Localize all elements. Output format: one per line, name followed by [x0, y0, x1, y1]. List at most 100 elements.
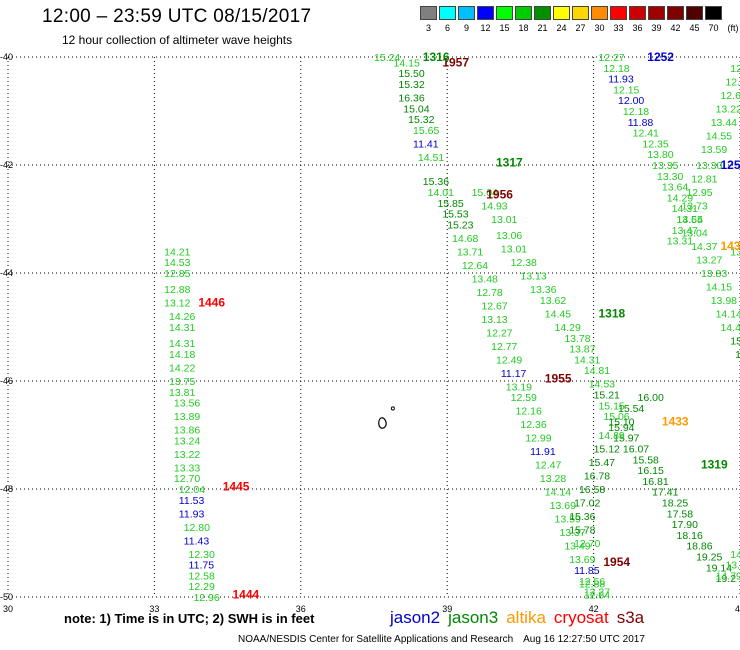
swh-value: 15.53	[442, 209, 468, 221]
scale-label: 15	[499, 23, 510, 33]
scale-swatch	[572, 6, 589, 20]
time-label: 1445	[223, 479, 250, 493]
swh-value: 13.65	[677, 214, 703, 226]
island-shape	[378, 417, 387, 429]
swh-value: 12.49	[496, 354, 522, 366]
scale-swatch	[458, 6, 475, 20]
swh-value: 19.14	[706, 562, 732, 574]
swh-value: 18.86	[686, 541, 712, 553]
swh-value: 15.85	[437, 198, 463, 210]
swh-value: 11.91	[530, 446, 556, 458]
scale-label: 70	[708, 23, 719, 33]
swh-value: 14.14	[545, 487, 571, 499]
swh-value: 13.56	[174, 398, 200, 410]
scale-swatch	[667, 6, 684, 20]
swh-value: 16.00	[638, 392, 664, 404]
time-label: 1957	[442, 55, 469, 69]
swh-value: 12.29	[189, 581, 215, 593]
time-label: 1956	[486, 188, 513, 202]
swh-value: 17.58	[667, 508, 693, 520]
scale-swatch	[420, 6, 437, 20]
swh-value: 12.59	[511, 392, 537, 404]
scale-label: 6	[444, 23, 450, 33]
swh-value: 15.06	[603, 411, 629, 423]
swh-value: 12.64	[462, 260, 488, 272]
swh-value: 16.78	[584, 471, 610, 483]
lon-tick-label: 33	[149, 604, 159, 614]
swh-value: 16.15	[638, 465, 664, 477]
scale-swatch	[553, 6, 570, 20]
satellite-legend: jason2 jason3 altika cryosat s3a	[390, 608, 652, 628]
legend-jason3: jason3	[448, 608, 499, 627]
swh-value: 12.71	[730, 63, 740, 75]
time-label: 1317	[496, 155, 523, 169]
time-labels: 1446 1445 1444 1957 1956 1955 1954 1316 1317 1318…	[198, 50, 740, 601]
scale-unit: (ft)	[727, 23, 739, 33]
swh-value: 15.21	[594, 390, 620, 402]
swh-value: 13.01	[501, 244, 527, 256]
swh-value: 14.29	[667, 192, 693, 204]
swh-value: 15.96	[730, 336, 740, 348]
scale-swatch	[439, 6, 456, 20]
swh-value: 14.21	[164, 246, 190, 258]
swh-value: 15.24	[374, 52, 400, 64]
scale-label: 45	[689, 23, 700, 33]
swh-value: 15.32	[398, 79, 424, 91]
swh-value: 12.62	[720, 90, 740, 102]
swh-value: 14.15	[394, 57, 420, 69]
swh-value: 14.31	[672, 203, 698, 215]
scale-label: 42	[670, 23, 681, 33]
swh-value: 15.36	[569, 511, 595, 523]
swh-value: 15.65	[413, 125, 439, 137]
swh-value: 13.22	[716, 103, 740, 115]
swh-value: 13.44	[711, 117, 737, 129]
swh-value: 17.90	[672, 519, 698, 531]
swh-value: 13.30	[657, 171, 683, 183]
time-label: 1446	[198, 296, 225, 310]
swh-value: 16.07	[623, 444, 649, 456]
swh-value: 12.77	[491, 341, 517, 353]
swh-value: 13.69	[569, 554, 595, 566]
swh-points: 14.2114.5312.8512.8813.1214.2614.3114.31…	[164, 52, 740, 604]
swh-value: 15.97	[613, 433, 639, 445]
scale-label: 12	[480, 23, 491, 33]
page-subtitle: 12 hour collection of altimeter wave hei…	[62, 33, 293, 47]
swh-value: 12.00	[618, 95, 644, 107]
swh-value: 13.59	[555, 514, 581, 526]
scale-label: 24	[556, 23, 567, 33]
swh-value: 18.25	[662, 498, 688, 510]
swh-value: 13.31	[667, 236, 693, 248]
swh-value: 12.88	[579, 579, 605, 591]
scale-label: 30	[594, 23, 605, 33]
swh-value: 18.16	[677, 530, 703, 542]
swh-value: 13.06	[496, 230, 522, 242]
time-label: 1954	[603, 555, 630, 569]
swh-value: 13.81	[169, 387, 195, 399]
swh-value: 14.81	[584, 365, 610, 377]
lon-tick-label: 42	[589, 604, 599, 614]
swh-value: 15.54	[735, 349, 740, 361]
swh-value: 12.96	[193, 592, 219, 604]
scale-label: 9	[463, 23, 469, 33]
swh-value: 11.17	[501, 368, 527, 380]
swh-value: 12.36	[520, 419, 546, 431]
swh-value: 15.47	[589, 457, 615, 469]
scale-swatch	[591, 6, 608, 20]
scale-swatch	[496, 6, 513, 20]
island-islet	[390, 406, 395, 411]
axis-ticks: 30 33 36 39 42 45 -40 -42 -44 -46 -48 -50	[0, 52, 740, 614]
footer-timestamp: Aug 16 12:27:50 UTC 2017	[523, 634, 645, 645]
time-label: 1955	[545, 371, 572, 385]
swh-value: 12.56	[579, 576, 605, 588]
swh-value: 12.18	[623, 106, 649, 118]
swh-value: 13.73	[681, 201, 707, 213]
swh-value: 13.36	[530, 284, 556, 296]
map-grid	[7, 56, 740, 598]
swh-value: 11.93	[179, 508, 205, 520]
swh-value: 15.32	[408, 114, 434, 126]
swh-value: 11.41	[413, 138, 439, 150]
swh-value: 14.68	[452, 233, 478, 245]
swh-value: 13.24	[174, 435, 200, 447]
swh-value: 13.83	[701, 268, 727, 280]
swh-value: 13.22	[174, 449, 200, 461]
